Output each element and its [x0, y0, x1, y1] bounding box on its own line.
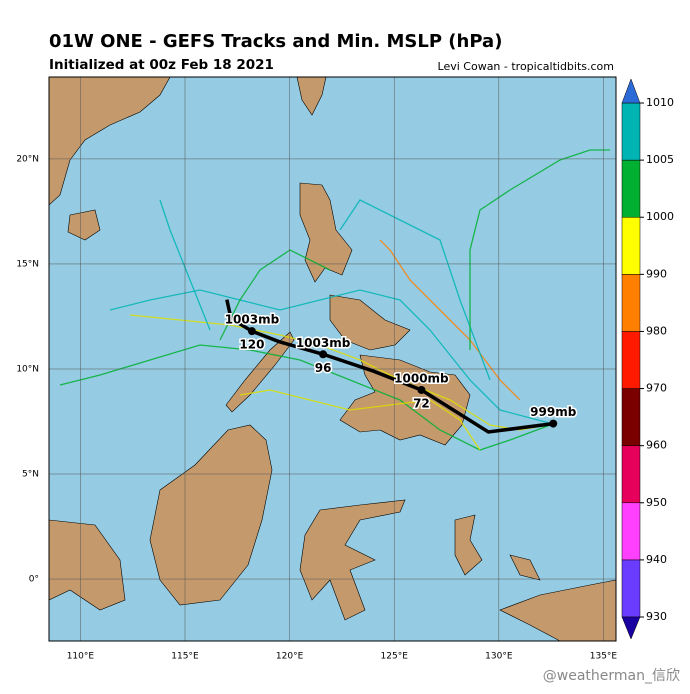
lon-label: 115°E	[171, 652, 199, 662]
subtitle: Initialized at 00z Feb 18 2021	[49, 57, 274, 73]
pressure-label: 999mb	[530, 405, 577, 419]
colorbar-segment	[621, 102, 641, 161]
colorbar-label: 970	[646, 382, 667, 395]
colorbar: 930 940 950 960 970 980 990 1000 1005 1010	[621, 78, 674, 640]
colorbar-label: 990	[646, 267, 667, 280]
colorbar-label: 940	[646, 553, 667, 566]
colorbar-segment	[621, 388, 641, 446]
hour-label: 120	[239, 338, 264, 352]
credit: Levi Cowan - tropicaltidbits.com	[438, 60, 614, 73]
ensemble-tracks	[59, 149, 610, 451]
colorbar-over	[621, 78, 641, 104]
pressure-label: 1003mb	[296, 336, 351, 350]
pressure-label: 1003mb	[225, 313, 280, 327]
land	[48, 76, 617, 642]
track-point	[549, 419, 558, 428]
colorbar-segment	[621, 502, 641, 561]
track-point	[247, 327, 256, 336]
map-frame	[48, 76, 617, 642]
graticule	[49, 77, 616, 641]
colorbar-segment	[621, 274, 641, 332]
mean-track: 999mb 1000mb 72 1003mb 96 1003mb 120	[223, 299, 578, 434]
hour-label: 72	[413, 396, 430, 410]
colorbar-label: 1010	[646, 96, 674, 109]
colorbar-label: 1005	[646, 153, 674, 166]
colorbar-segment	[621, 445, 641, 504]
lon-label: 110°E	[67, 652, 95, 662]
hour-label: 96	[315, 361, 332, 375]
colorbar-label: 1000	[646, 210, 674, 223]
track-point	[319, 350, 328, 359]
colorbar-segment	[621, 559, 641, 618]
colorbar-label: 950	[646, 496, 667, 509]
track-point	[417, 385, 426, 394]
lon-label: 135°E	[590, 652, 618, 662]
lon-label: 130°E	[485, 652, 513, 662]
watermark: @weatherman_信欣	[543, 668, 680, 684]
lon-label: 125°E	[381, 652, 409, 662]
colorbar-label: 980	[646, 324, 667, 337]
lat-label: 5°N	[22, 470, 39, 480]
lat-label: 10°N	[16, 364, 39, 374]
lat-label: 0°	[29, 575, 39, 585]
title: 01W ONE - GEFS Tracks and Min. MSLP (hPa…	[49, 31, 502, 52]
colorbar-segment	[621, 331, 641, 389]
colorbar-label: 930	[646, 610, 667, 623]
pressure-label: 1000mb	[394, 371, 449, 385]
lat-label: 15°N	[16, 259, 39, 269]
colorbar-label: 960	[646, 439, 667, 452]
lon-label: 120°E	[276, 652, 304, 662]
lat-label: 20°N	[16, 154, 39, 164]
colorbar-segment	[621, 159, 641, 218]
colorbar-under	[621, 616, 641, 640]
colorbar-segment	[621, 216, 641, 275]
